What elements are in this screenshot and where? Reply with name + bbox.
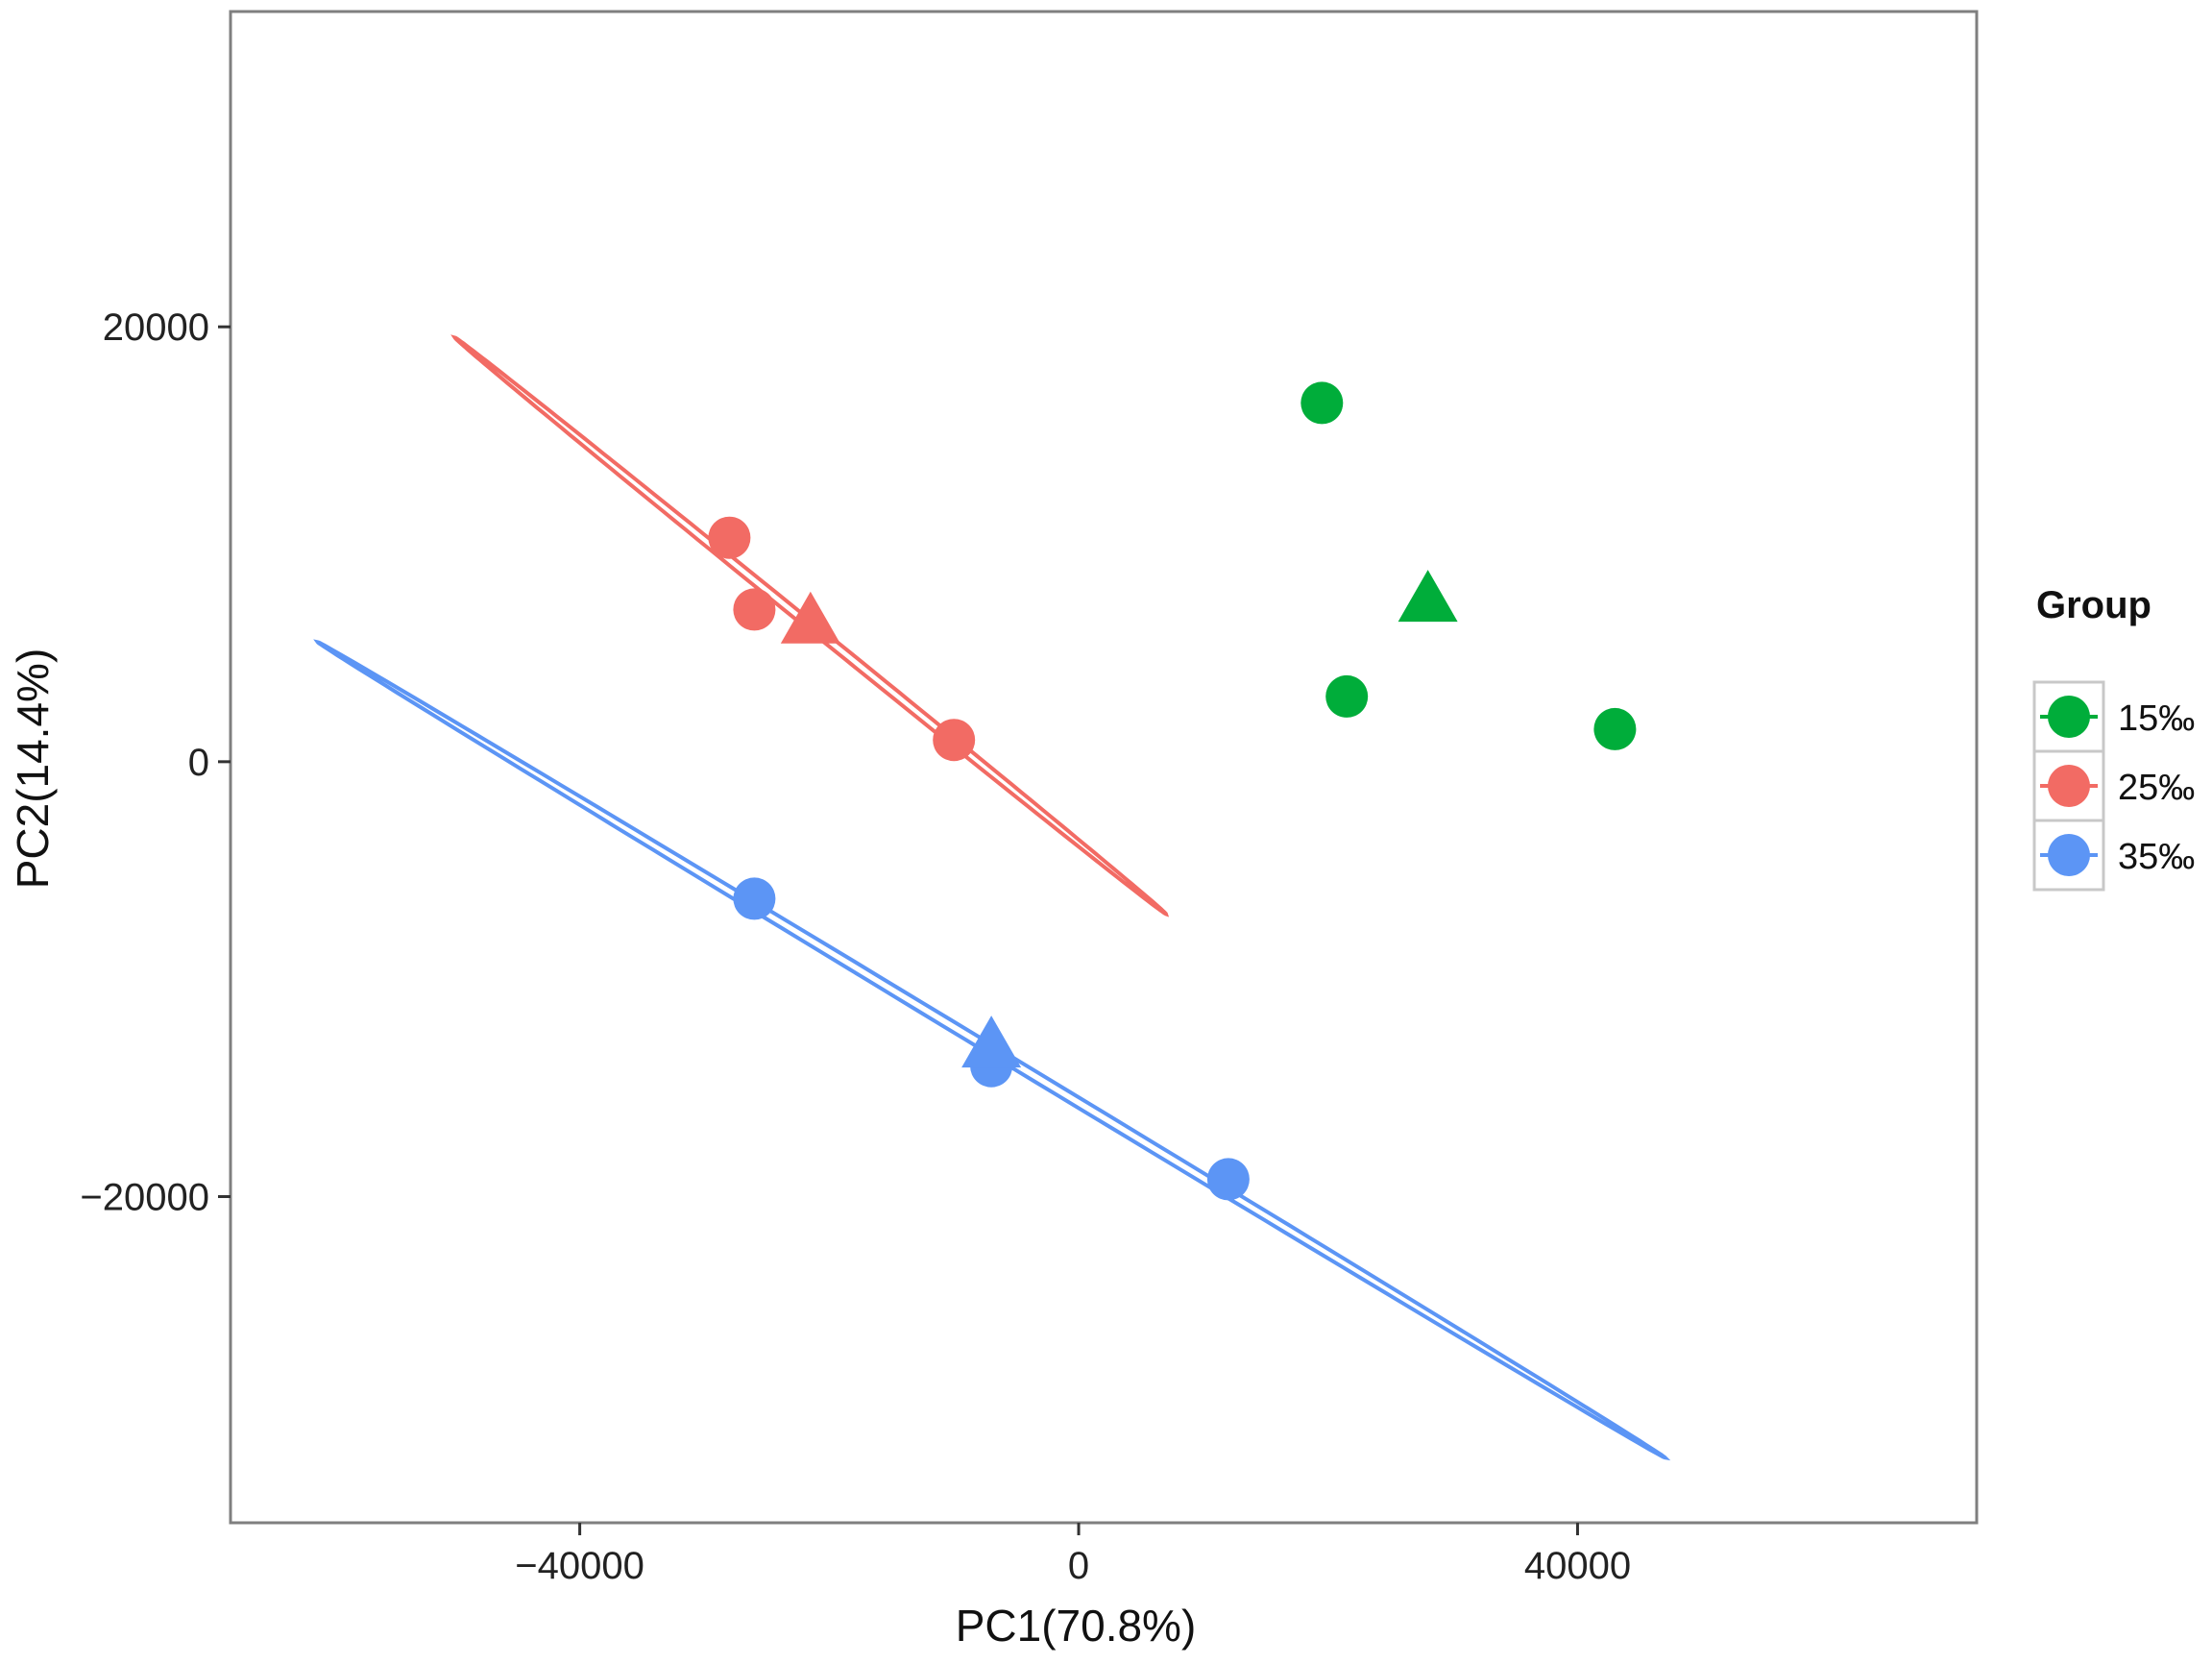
data-points xyxy=(708,381,1637,1201)
x-tick-label: 40000 xyxy=(1524,1545,1631,1587)
point-35 xyxy=(1206,1158,1250,1201)
x-tick-label: 0 xyxy=(1068,1545,1089,1587)
point-35 xyxy=(733,877,776,920)
legend-label-25: 25‰ xyxy=(2118,768,2195,808)
x-tick-label: −40000 xyxy=(515,1545,644,1587)
point-25 xyxy=(933,719,976,762)
legend-item-35: 35‰ xyxy=(2032,819,2195,892)
ellipse-35 xyxy=(313,639,1671,1461)
y-tick-label: −20000 xyxy=(80,1177,209,1219)
legend-key-dot xyxy=(2048,696,2090,738)
legend-key-dot xyxy=(2048,765,2090,807)
axes: −40000 0 40000 −20000 0 20000 xyxy=(80,306,1631,1587)
point-15 xyxy=(1593,707,1637,750)
legend-label-35: 35‰ xyxy=(2118,837,2195,877)
x-axis-title: PC1(70.8%) xyxy=(956,1601,1197,1651)
ellipse-25 xyxy=(450,334,1170,918)
legend-title: Group xyxy=(2036,584,2151,626)
legend-item-15: 15‰ xyxy=(2032,680,2195,753)
legend-key-dot xyxy=(2048,834,2090,876)
point-25 xyxy=(733,588,776,631)
point-25 xyxy=(708,516,751,559)
y-axis-title: PC2(14.4%) xyxy=(8,648,58,890)
legend-item-25: 25‰ xyxy=(2032,749,2195,822)
point-15 xyxy=(1325,674,1369,718)
y-tick-label: 0 xyxy=(188,742,209,784)
plot-panel xyxy=(229,10,1979,1525)
centroid-25 xyxy=(780,591,840,644)
y-tick-label: 20000 xyxy=(103,306,209,349)
centroid-35 xyxy=(961,1016,1022,1068)
centroid-15 xyxy=(1398,570,1458,623)
point-15 xyxy=(1300,381,1344,425)
legend-label-15: 15‰ xyxy=(2118,698,2195,739)
confidence-ellipses xyxy=(313,334,1671,1461)
legend: Group 15‰ 25‰ 35‰ xyxy=(2032,584,2195,892)
